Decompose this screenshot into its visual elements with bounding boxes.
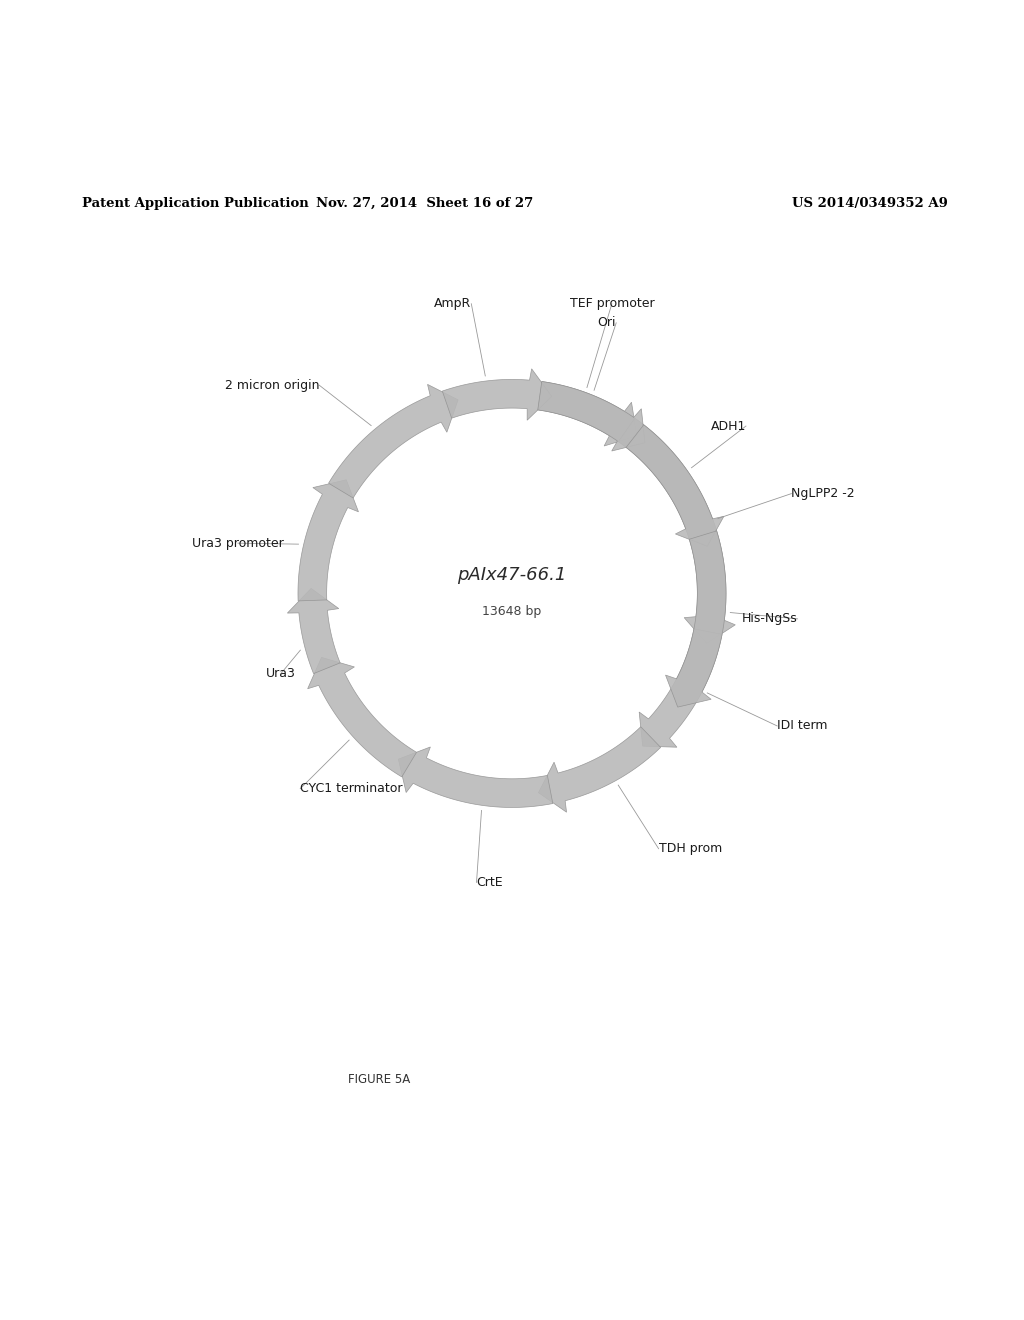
Text: TEF promoter: TEF promoter — [569, 297, 654, 310]
Polygon shape — [329, 384, 458, 498]
Text: IDI term: IDI term — [777, 719, 827, 733]
Text: NgLPP2 -2: NgLPP2 -2 — [792, 487, 855, 500]
Text: 13648 bp: 13648 bp — [482, 606, 542, 618]
Polygon shape — [639, 628, 722, 747]
Text: CrtE: CrtE — [476, 876, 503, 888]
Polygon shape — [618, 418, 735, 644]
Text: His-NgSs: His-NgSs — [741, 612, 798, 626]
Polygon shape — [626, 425, 724, 546]
Text: Patent Application Publication: Patent Application Publication — [82, 197, 308, 210]
Text: Ura3: Ura3 — [265, 668, 296, 680]
Text: pAIx47-66.1: pAIx47-66.1 — [458, 566, 566, 583]
Text: Ori: Ori — [598, 317, 616, 330]
Polygon shape — [288, 589, 340, 673]
Text: US 2014/0349352 A9: US 2014/0349352 A9 — [793, 197, 948, 210]
Polygon shape — [298, 479, 358, 601]
Polygon shape — [442, 368, 552, 420]
Polygon shape — [538, 381, 637, 446]
Text: 2 micron origin: 2 micron origin — [225, 379, 319, 392]
Polygon shape — [307, 657, 417, 777]
Text: Ura3 promoter: Ura3 promoter — [193, 537, 284, 549]
Text: AmpR: AmpR — [434, 297, 471, 310]
Polygon shape — [398, 747, 553, 808]
Polygon shape — [538, 381, 645, 451]
Polygon shape — [539, 727, 660, 812]
Text: ADH1: ADH1 — [711, 420, 745, 433]
Text: FIGURE 5A: FIGURE 5A — [348, 1073, 410, 1086]
Text: TDH prom: TDH prom — [658, 842, 722, 855]
Text: Nov. 27, 2014  Sheet 16 of 27: Nov. 27, 2014 Sheet 16 of 27 — [316, 197, 534, 210]
Text: CYC1 terminator: CYC1 terminator — [300, 783, 402, 795]
Polygon shape — [666, 531, 726, 708]
